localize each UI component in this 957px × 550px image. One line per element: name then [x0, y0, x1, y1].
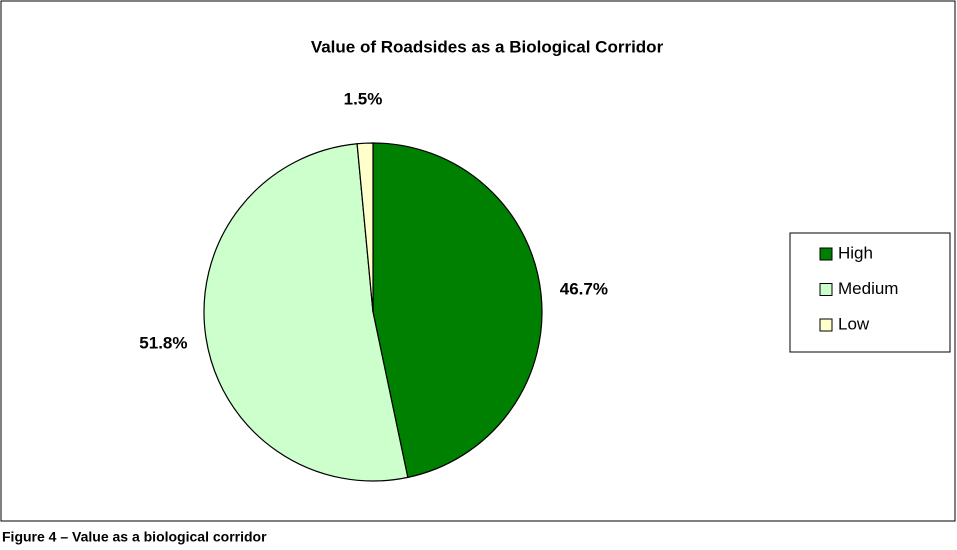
legend-label: Medium: [838, 279, 898, 298]
legend-box: [789, 232, 951, 353]
legend-label: Low: [838, 314, 870, 333]
pie-slice: [356, 142, 374, 313]
legend-swatch: [819, 247, 833, 261]
legend-label: High: [838, 243, 873, 262]
data-label: 51.8%: [139, 333, 187, 352]
pie-slice: [372, 142, 543, 479]
data-label: 46.7%: [560, 280, 608, 299]
legend-swatch: [819, 318, 833, 332]
data-label: 1.5%: [344, 90, 383, 109]
figure-caption: Figure 4 – Value as a biological corrido…: [2, 529, 267, 545]
pie-slice: [203, 143, 409, 482]
chart-title: Value of Roadsides as a Biological Corri…: [311, 37, 664, 56]
legend-swatch: [819, 283, 833, 296]
